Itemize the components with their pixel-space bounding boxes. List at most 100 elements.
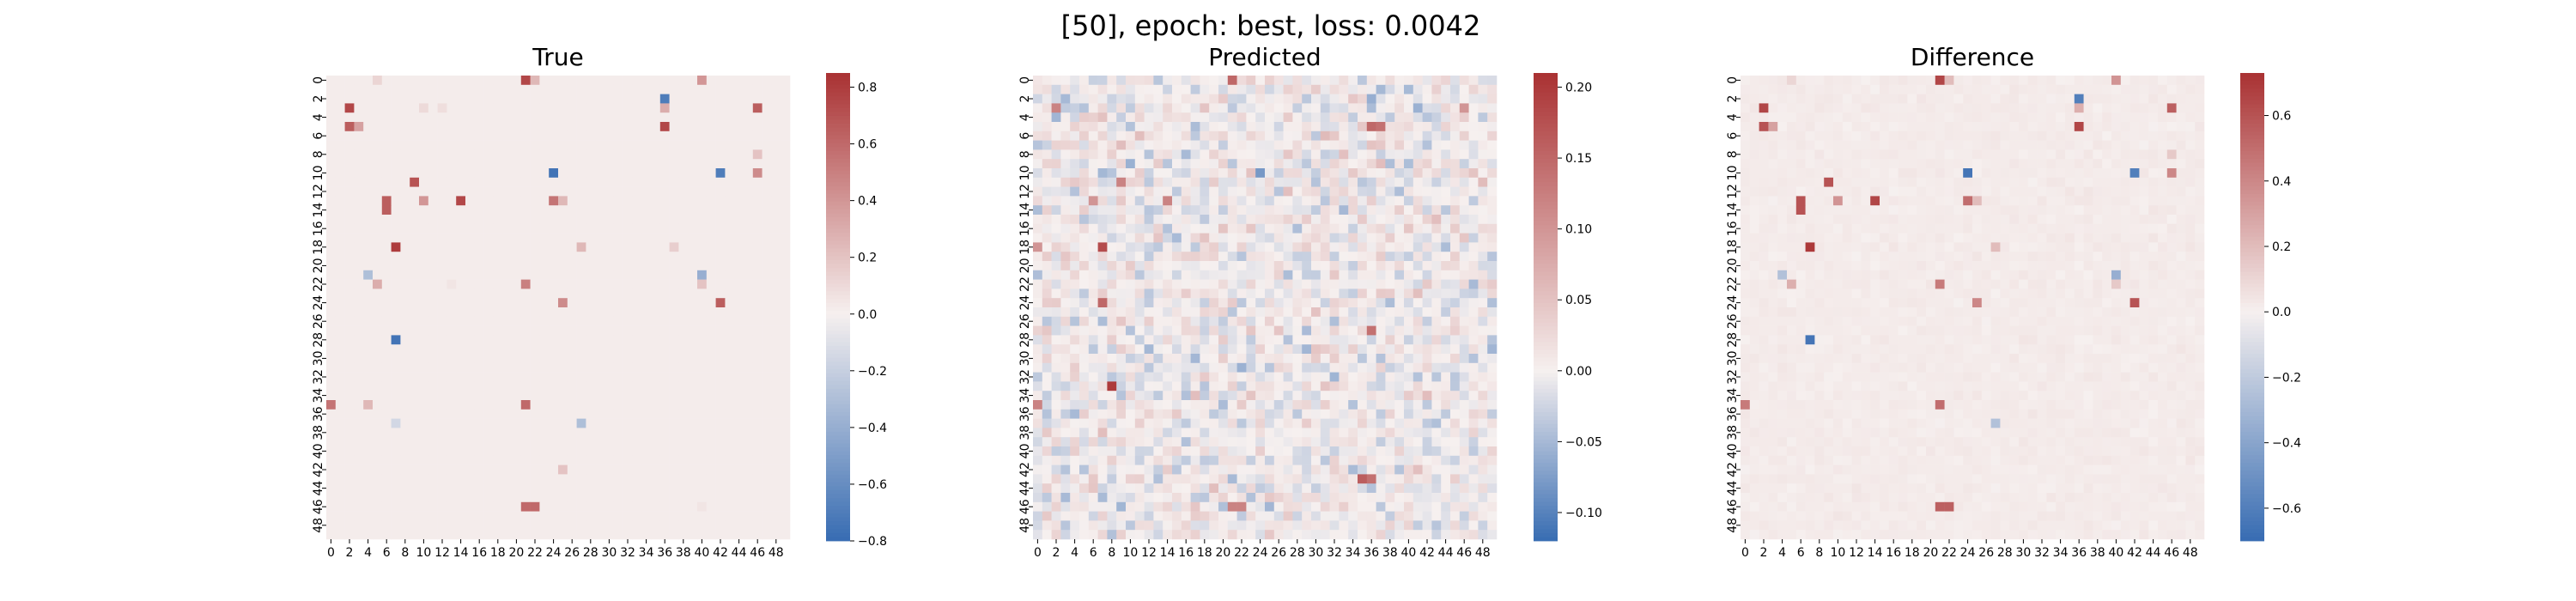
heatmap-cell	[502, 354, 513, 364]
heatmap-cell	[1320, 186, 1330, 197]
heatmap-cell	[419, 325, 429, 336]
heatmap-cell	[1200, 186, 1210, 197]
heatmap-cell	[502, 149, 513, 160]
heatmap-cell	[586, 270, 596, 280]
heatmap-cell	[725, 428, 735, 438]
heatmap-cell	[1060, 354, 1071, 364]
heatmap-cell	[530, 215, 540, 225]
heatmap-cell	[1413, 159, 1423, 169]
heatmap-cell	[576, 409, 586, 419]
heatmap-cell	[1376, 372, 1386, 382]
heatmap-cell	[1422, 131, 1432, 141]
heatmap-cell	[1107, 205, 1117, 216]
heatmap-cell	[605, 391, 615, 401]
heatmap-cell	[530, 511, 540, 521]
heatmap-cell	[428, 242, 438, 252]
heatmap-cell	[437, 400, 447, 410]
heatmap-cell	[697, 103, 708, 113]
heatmap-cell	[697, 335, 708, 345]
heatmap-cell	[1107, 325, 1117, 336]
heatmap-cell	[1394, 215, 1405, 225]
heatmap-cell	[447, 177, 457, 187]
colorbar-segment	[826, 400, 850, 405]
heatmap-cell	[762, 400, 772, 410]
heatmap-cell	[1468, 149, 1479, 160]
heatmap-cell	[1487, 94, 1498, 104]
heatmap-cell	[1107, 354, 1117, 364]
heatmap-cell	[549, 84, 559, 94]
heatmap-cell	[1283, 437, 1293, 447]
heatmap-cell	[354, 344, 364, 355]
heatmap-cell	[1441, 400, 1451, 410]
heatmap-cell	[1348, 140, 1358, 150]
heatmap-cell	[659, 409, 670, 419]
heatmap-cell	[373, 409, 383, 419]
heatmap-cell	[586, 223, 596, 234]
heatmap-cell	[678, 483, 689, 494]
heatmap-cell	[1153, 279, 1163, 289]
heatmap-cell	[669, 437, 679, 447]
heatmap-cell	[1468, 335, 1479, 345]
heatmap-cell	[1431, 335, 1442, 345]
heatmap-cell	[363, 196, 374, 206]
heatmap-cell	[715, 335, 726, 345]
panel-title: True	[532, 43, 583, 71]
heatmap-cell	[520, 168, 531, 179]
heatmap-cell	[1209, 76, 1219, 86]
heatmap-cell	[1033, 122, 1043, 132]
heatmap-cell	[1413, 242, 1423, 252]
heatmap-cell	[1478, 84, 1488, 94]
heatmap-cell	[1329, 483, 1340, 494]
heatmap-cell	[373, 252, 383, 262]
heatmap-cell	[483, 354, 494, 364]
heatmap-cell	[762, 474, 772, 484]
heatmap-cell	[1385, 122, 1395, 132]
heatmap-cell	[344, 84, 355, 94]
heatmap-cell	[1070, 205, 1080, 216]
heatmap-cell	[1478, 215, 1488, 225]
heatmap-cell	[1366, 76, 1376, 86]
heatmap-cell	[669, 400, 679, 410]
heatmap-cell	[447, 186, 457, 197]
heatmap-cell	[752, 493, 762, 503]
heatmap-cell	[1051, 437, 1061, 447]
heatmap-cell	[326, 186, 337, 197]
heatmap-cell	[1209, 409, 1219, 419]
heatmap-cell	[1450, 76, 1461, 86]
heatmap-cell	[1348, 186, 1358, 197]
heatmap-cell	[632, 400, 642, 410]
heatmap-cell	[586, 103, 596, 113]
heatmap-cell	[381, 362, 392, 373]
heatmap-cell	[437, 242, 447, 252]
heatmap-cell	[1292, 252, 1303, 262]
heatmap-cell	[1339, 205, 1349, 216]
heatmap-cell	[502, 493, 513, 503]
colorbar-tick-label: 0.0	[858, 308, 877, 322]
heatmap-cell	[576, 520, 586, 531]
heatmap-cell	[1329, 261, 1340, 271]
heatmap-cell	[1311, 372, 1321, 382]
heatmap-cell	[363, 501, 374, 512]
heatmap-cell	[1422, 233, 1432, 243]
heatmap-cell	[1422, 325, 1432, 336]
heatmap-cell	[410, 252, 420, 262]
heatmap-cell	[781, 131, 791, 141]
heatmap-cell	[623, 530, 633, 540]
heatmap-cell	[734, 409, 744, 419]
heatmap-cell	[771, 177, 781, 187]
heatmap-cell	[1172, 196, 1182, 206]
heatmap-cell	[520, 501, 531, 512]
heatmap-cell	[502, 483, 513, 494]
heatmap-cell	[1339, 325, 1349, 336]
heatmap-cell	[1088, 428, 1098, 438]
heatmap-cell	[512, 196, 522, 206]
x-tick-label: 10	[416, 546, 431, 560]
heatmap-cell	[1265, 418, 1275, 428]
heatmap-cell	[512, 409, 522, 419]
heatmap-cell	[1236, 261, 1247, 271]
heatmap-cell	[512, 76, 522, 86]
heatmap-cell	[381, 391, 392, 401]
heatmap-cell	[1441, 391, 1451, 401]
heatmap-cell	[1404, 344, 1414, 355]
heatmap-cell	[335, 501, 345, 512]
